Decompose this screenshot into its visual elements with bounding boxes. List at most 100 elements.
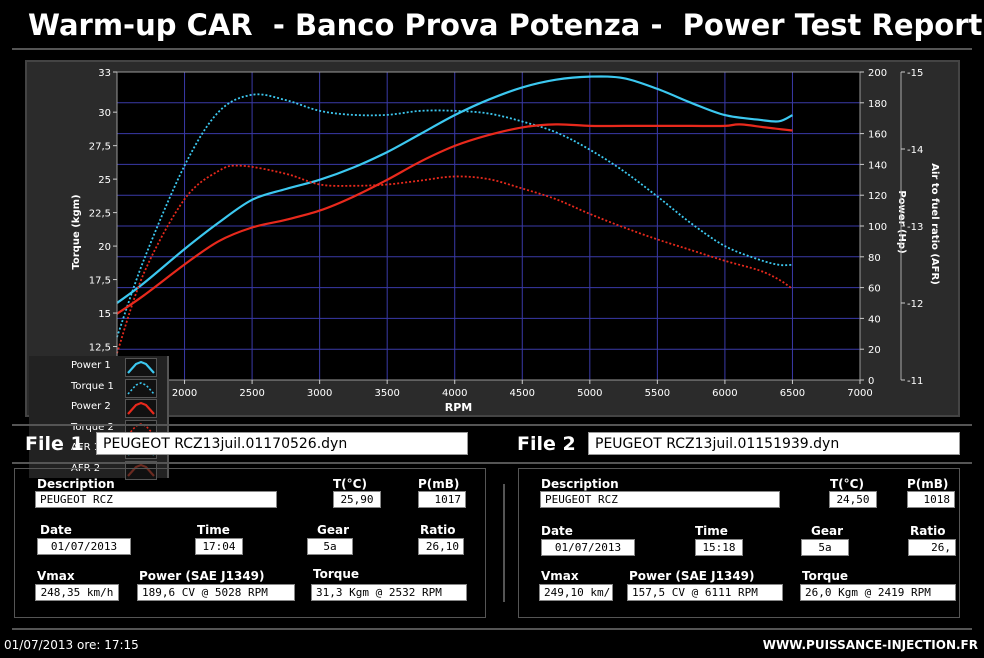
legend-label: Torque 1 [71, 380, 114, 392]
file1-temp-label: T(°C) [333, 477, 367, 491]
file1-ratio-field: 26,10 [418, 538, 464, 555]
left-tick-label: 12,5 [89, 343, 111, 354]
legend-swatch [125, 358, 157, 377]
left-axis-title: Torque (kgm) [71, 194, 82, 269]
legend-item: Power 2 [29, 398, 167, 419]
legend-swatch [125, 378, 157, 398]
power-tick-label: 80 [868, 253, 881, 264]
file2-time-label: Time [695, 524, 728, 538]
left-tick-label: 30 [98, 108, 111, 119]
left-tick-label: 33 [98, 68, 111, 79]
legend-label: AFR 1 [71, 442, 101, 454]
file1-pressure-label: P(mB) [418, 477, 460, 491]
legend-item: Power 1 [29, 357, 167, 377]
power-tick-label: 0 [868, 376, 874, 387]
afr-tick-label: -15 [907, 68, 923, 79]
report-title: Warm-up CAR - Banco Prova Potenza - Powe… [28, 8, 983, 42]
legend-label: Torque 2 [71, 421, 114, 433]
series-torque-1-line [116, 93, 793, 338]
file1-gear-label: Gear [317, 523, 350, 537]
file1-temp-field: 25,90 [333, 491, 381, 508]
file2-vmax-label: Vmax [541, 569, 579, 583]
afr-axis-title: Air to fuel ratio (AFR) [929, 163, 940, 285]
file1-torque-label: Torque [313, 567, 360, 581]
series-power-2-line [116, 123, 793, 315]
footer-divider [12, 628, 972, 630]
file2-description-field: PEUGEOT RCZ [540, 491, 780, 508]
file2-pressure-field: 1018 [907, 491, 955, 508]
x-tick-label: 6000 [712, 388, 737, 399]
file2-pressure-label: P(mB) [907, 477, 949, 491]
file2-temp-label: T(°C) [830, 477, 864, 491]
x-tick-label: 7000 [847, 388, 872, 399]
file1-time-field: 17:04 [195, 538, 243, 555]
afr-tick-label: -11 [907, 376, 923, 387]
power-tick-label: 200 [868, 68, 887, 79]
series-power-1-line [116, 75, 793, 304]
legend-item: Torque 1 [29, 378, 167, 398]
legend-swatch [125, 461, 157, 480]
file1-time-label: Time [197, 523, 230, 537]
file1-date-label: Date [40, 523, 72, 537]
power-tick-label: 180 [868, 99, 887, 110]
x-tick-label: 6500 [780, 388, 805, 399]
afr-tick-label: -14 [907, 145, 923, 156]
file1-power-label: Power (SAE J1349) [139, 569, 265, 583]
left-tick-label: 25 [98, 175, 111, 186]
x-tick-label: 3500 [374, 388, 399, 399]
power-tick-label: 160 [868, 130, 887, 141]
file2-ratio-field: 26, [908, 539, 956, 556]
x-tick-label: 2500 [239, 388, 264, 399]
file1-vmax-label: Vmax [37, 569, 75, 583]
file2-power-field: 157,5 CV @ 6111 RPM [627, 584, 783, 601]
x-tick-label: 5500 [645, 388, 670, 399]
x-tick-label: 2000 [172, 388, 197, 399]
file2-label: File 2 [517, 433, 576, 455]
left-tick-label: 17,5 [89, 276, 111, 287]
file2-power-label: Power (SAE J1349) [629, 569, 755, 583]
file2-description-label: Description [541, 477, 619, 491]
file2-ratio-label: Ratio [910, 524, 946, 538]
power-tick-label: 40 [868, 314, 881, 325]
x-tick-label: 5000 [577, 388, 602, 399]
left-tick-label: 22,5 [89, 209, 111, 220]
file2-temp-field: 24,50 [829, 491, 877, 508]
file2-date-field: 01/07/2013 [541, 539, 635, 556]
x-tick-label: 4500 [510, 388, 535, 399]
file1-power-field: 189,6 CV @ 5028 RPM [137, 584, 295, 601]
power-tick-label: 60 [868, 284, 881, 295]
legend-label: Power 1 [71, 360, 111, 371]
dyno-chart: 2000 2500 3000 3500 4000 4500 5000 5500 6000 6500… [71, 68, 940, 414]
file1-gear-field: 5a [307, 538, 353, 555]
files-divider [12, 462, 972, 464]
footer-timestamp: 01/07/2013 ore: 17:15 [4, 638, 139, 652]
file1-details-panel: Description PEUGEOT RCZ T(°C) 25,90 P(mB… [14, 468, 486, 618]
file2-details-panel: Description PEUGEOT RCZ T(°C) 24,50 P(mB… [518, 468, 960, 618]
x-tick-label: 4000 [442, 388, 467, 399]
file1-vmax-field: 248,35 km/h [35, 584, 119, 601]
file1-label: File 1 [25, 433, 84, 455]
power-tick-label: 20 [868, 345, 881, 356]
afr-tick-label: -13 [907, 222, 923, 233]
file2-torque-field: 26,0 Kgm @ 2419 RPM [800, 584, 956, 601]
left-tick-label: 27,5 [89, 142, 111, 153]
file2-torque-label: Torque [802, 569, 849, 583]
file1-torque-field: 31,3 Kgm @ 2532 RPM [311, 584, 467, 601]
file2-gear-label: Gear [811, 524, 844, 538]
afr-tick-label: -12 [907, 299, 923, 310]
footer-website: WWW.PUISSANCE-INJECTION.FR [762, 638, 978, 652]
power-tick-label: 140 [868, 160, 887, 171]
file2-date-label: Date [541, 524, 573, 538]
file2-time-field: 15:18 [695, 539, 743, 556]
legend-swatch [125, 399, 157, 419]
chart-panel: 2000 2500 3000 3500 4000 4500 5000 5500 6000 6500… [25, 60, 960, 480]
file2-gear-field: 5a [801, 539, 849, 556]
legend-label: Power 2 [71, 401, 111, 413]
file1-filename: PEUGEOT RCZ13juil.01170526.dyn [96, 432, 468, 455]
chart-legend: Power 1 Torque 1 Power 2 Torque 2 AFR 1 AFR 2 [29, 356, 169, 480]
file2-vmax-field: 249,10 km/ [539, 584, 613, 601]
title-divider [12, 48, 972, 50]
series-torque-2-line [116, 164, 794, 354]
chart-divider [12, 424, 972, 426]
file1-date-field: 01/07/2013 [37, 538, 131, 555]
